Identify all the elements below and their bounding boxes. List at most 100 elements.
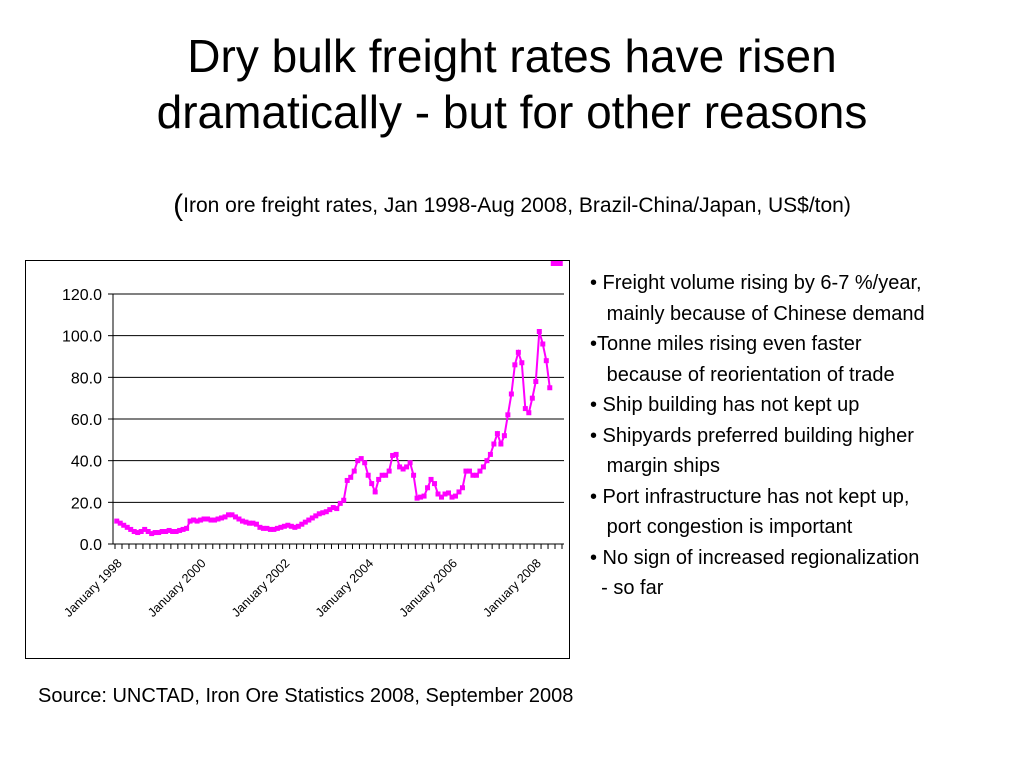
slide-title: Dry bulk freight rates have risen dramat… [0,28,1024,140]
bullet-line: • No sign of increased regionalization [590,546,920,569]
data-point [128,526,134,532]
data-point [362,460,368,466]
data-point [547,385,553,391]
data-point [201,516,207,522]
data-point [156,530,162,536]
data-point [379,472,385,478]
data-point [452,493,458,499]
title-line-2: dramatically - but for other reasons [156,86,868,138]
data-point [278,524,284,530]
data-point [533,379,539,384]
data-point [407,460,413,466]
data-point [198,517,204,523]
data-point [442,491,448,497]
data-point [323,509,329,515]
data-point [376,476,382,482]
data-point [330,505,336,511]
data-point [253,521,259,527]
data-point [494,431,500,437]
data-point [456,489,462,495]
data-point [515,349,521,355]
data-point [390,452,396,458]
data-point [526,410,532,416]
bullet-line: mainly because of Chinese demand [590,302,925,325]
data-point [418,494,424,500]
data-point [295,523,301,529]
data-point [491,441,497,447]
data-point [320,510,326,516]
data-point [393,451,399,457]
data-point [446,490,452,496]
data-point [264,525,270,531]
data-point [372,489,378,495]
data-point [145,529,151,534]
data-point [470,472,476,478]
data-point [246,520,252,526]
data-point [152,530,158,536]
data-point [288,523,294,529]
bullet-line: • Shipyards preferred building higher [590,424,914,447]
data-point [149,531,155,537]
title-line-1: Dry bulk freight rates have risen [187,30,837,82]
data-point [299,521,305,527]
y-tick-label: 80.0 [71,370,102,387]
series-line [116,331,551,535]
data-point [522,406,528,412]
data-point [428,476,434,482]
x-tick-label: January 1998 [61,556,124,619]
data-point [383,472,389,478]
data-point [512,362,518,368]
data-point [302,519,308,525]
data-point [505,412,511,418]
bullet-line: margin ships [590,455,721,477]
data-point [243,519,249,525]
data-point [205,516,211,522]
data-point [487,451,493,457]
data-point [540,341,546,347]
x-tick-label: January 2002 [229,556,292,619]
y-tick-label: 0.0 [80,537,102,554]
data-point [138,529,144,534]
data-point [337,500,343,506]
data-point [313,513,319,519]
bullet-list: • Freight volume rising by 6-7 %/year, m… [590,268,1020,604]
y-tick-label: 20.0 [71,495,102,512]
data-point [463,468,469,474]
x-tick-label: January 2000 [145,556,208,619]
data-point [554,261,560,266]
data-point [292,524,298,530]
data-point [159,529,165,534]
bullet-line: • Ship building has not kept up [590,394,860,416]
data-point [498,441,504,447]
data-point [260,525,266,531]
bullet-line: because of reorientation of trade [590,363,895,386]
data-point [466,468,472,474]
y-tick-label: 60.0 [71,412,102,429]
chart-frame: 0.0 20.0 40.0 60.0 80.0 100.0 120.0 January 199… [25,260,570,659]
chart-subtitle: (Iron ore freight rates, Jan 1998-Aug 20… [0,186,1024,226]
data-point [369,481,375,487]
bullet-line: port congestion is important [590,516,853,538]
data-point [232,514,238,520]
data-point [212,517,218,523]
data-point [166,527,172,533]
data-point [351,468,357,474]
data-point [400,466,406,472]
source-note: Source: UNCTAD, Iron Ore Statistics 2008… [38,685,574,707]
data-point [439,494,445,500]
data-point [449,494,455,500]
data-point [114,518,120,524]
data-point [225,512,231,518]
data-point [239,518,245,524]
bullet-line: • Freight volume rising by 6-7 %/year, [590,272,922,294]
data-point [557,261,563,266]
data-point [257,524,263,530]
subtitle-open-paren: ( [173,189,184,222]
data-point [184,525,190,531]
data-point [344,477,350,483]
x-tick-label: January 2006 [397,556,460,619]
data-point [484,458,490,464]
data-point [459,485,465,491]
data-point [142,526,148,532]
data-point [187,518,193,524]
